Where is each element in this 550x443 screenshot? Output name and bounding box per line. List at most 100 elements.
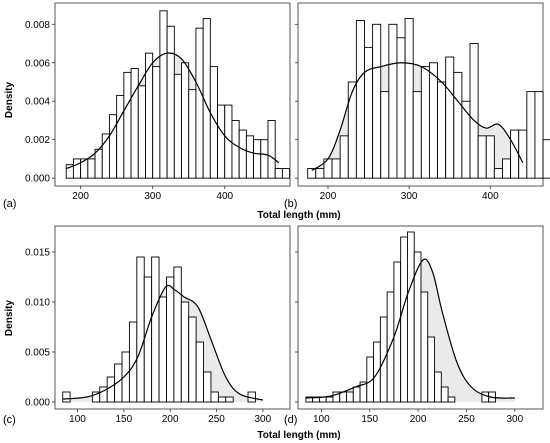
histogram-bar [400, 236, 408, 403]
histogram-bar [518, 129, 528, 179]
histogram-bar [534, 91, 544, 179]
histogram-bar [217, 396, 227, 403]
histogram-bar [130, 68, 139, 179]
density-curve [65, 52, 280, 170]
panel-d-label: (d) [284, 414, 297, 426]
histogram-bar [502, 158, 512, 179]
histogram-bar [347, 81, 357, 179]
x-tick-label: 150 [116, 414, 133, 425]
histogram-bar [151, 256, 160, 403]
histogram-bar [373, 341, 381, 403]
histogram-bar [166, 276, 175, 403]
histogram-bar [173, 266, 182, 403]
histogram-bar [195, 27, 204, 179]
histogram-bar [420, 291, 429, 403]
y-tick-label: 0.010 [25, 298, 50, 309]
histogram-bar [210, 391, 219, 403]
histogram-bar [404, 18, 414, 179]
x-tick-label: 300 [401, 191, 418, 202]
histogram-bar [542, 139, 550, 179]
histogram-bar [188, 89, 197, 179]
panel-b-plot: 200 300 400 [295, 18, 550, 202]
histogram-bar [123, 71, 132, 179]
histogram-bar [445, 56, 455, 179]
x-tick-label: 100 [313, 414, 330, 425]
histogram-bar [180, 301, 190, 403]
histogram-bar [143, 276, 153, 403]
histogram-bar [331, 158, 341, 179]
histogram-bar [106, 376, 116, 403]
x-tick-label: 100 [69, 414, 86, 425]
y-tick-label: 0.004 [25, 97, 50, 108]
histogram-bar [274, 168, 283, 179]
histogram-bar [453, 71, 463, 179]
histogram-bar [281, 168, 291, 179]
histogram-bar [87, 158, 96, 179]
histogram-bar [94, 148, 103, 179]
histogram-bar [352, 386, 361, 403]
histogram-bar [461, 100, 471, 179]
histogram-bar [434, 371, 442, 403]
histogram-bar [388, 23, 398, 179]
density-curve [305, 258, 515, 399]
histogram-bar [116, 95, 125, 179]
density-curve [62, 284, 263, 401]
x-tick-label: 200 [162, 414, 179, 425]
x-tick-label: 300 [144, 191, 161, 202]
histogram-bar [325, 396, 334, 403]
histogram-bar [166, 25, 175, 179]
histogram-bar [136, 256, 145, 403]
y-tick-label: 0.000 [25, 174, 50, 185]
histogram-bar [481, 391, 490, 403]
y-tick-label: 0.000 [25, 398, 50, 409]
histogram-bar [440, 386, 449, 403]
y-tick-label: 0.006 [25, 58, 50, 69]
x-tick-label: 300 [254, 414, 271, 425]
histogram-bar [428, 62, 438, 179]
histogram-bar [231, 120, 240, 179]
histogram-bar [437, 81, 447, 179]
histogram-bar [225, 396, 234, 403]
histogram-bar [364, 46, 374, 179]
histogram-bar [493, 168, 503, 179]
histogram-bar [181, 62, 190, 179]
x-tick-label: 400 [216, 191, 233, 202]
histogram-bar [238, 129, 247, 179]
x-tick-label: 250 [458, 414, 475, 425]
histogram-bar [173, 73, 182, 179]
panel-a-label: (a) [3, 198, 16, 210]
histogram-bar [195, 341, 204, 403]
histogram-bar [152, 66, 161, 179]
panel-c-plot: 100 150 200 250 300 0.000 0.005 0.010 0.015 [25, 248, 272, 426]
histogram-bar [209, 66, 218, 179]
histogram-bar [339, 135, 349, 179]
histogram-bar [427, 336, 435, 403]
histogram-bar [380, 91, 390, 179]
histogram-bar [159, 10, 168, 179]
x-tick-label: 150 [361, 414, 378, 425]
x-tick-label: 300 [506, 414, 523, 425]
y-tick-label: 0.015 [25, 248, 50, 259]
histogram-bar [137, 85, 146, 179]
density-curve [311, 62, 524, 171]
histogram-bar [158, 296, 167, 403]
panel-b-label: (b) [284, 198, 297, 210]
histogram-bar [62, 391, 71, 403]
histogram-bar [477, 135, 487, 179]
y-tick-label: 0.005 [25, 348, 50, 359]
histogram-bar [253, 139, 262, 179]
histogram-bar [346, 391, 354, 403]
panel-a-plot: 200 300 400 0.000 0.002 0.004 0.006 0.008 [25, 10, 291, 202]
histogram-bar [396, 37, 406, 179]
histogram-bar [469, 43, 479, 179]
panel-a-ylabel: Density [4, 82, 15, 119]
histogram-bar [526, 91, 536, 179]
histogram-bar [372, 23, 382, 179]
histogram-bar [72, 158, 82, 179]
panel-c-label: (c) [3, 414, 16, 426]
histogram-bar [245, 135, 255, 179]
histogram-bar [510, 129, 520, 179]
x-tick-label: 400 [482, 191, 499, 202]
histogram-bar [203, 371, 212, 403]
histogram-bar [420, 66, 430, 179]
